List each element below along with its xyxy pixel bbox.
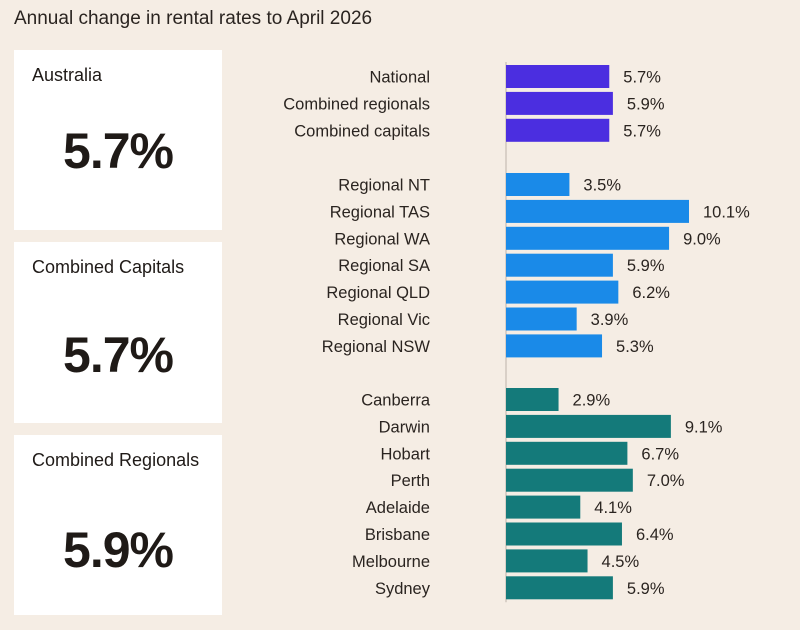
- value-label-adelaide: 4.1%: [594, 499, 632, 517]
- summary-card-australia: Australia 5.7%: [14, 50, 222, 230]
- category-label-regional-vic: Regional Vic: [338, 311, 430, 329]
- category-label-darwin: Darwin: [379, 418, 430, 436]
- value-label-regional-nt: 3.5%: [583, 177, 621, 195]
- card-label: Combined Capitals: [32, 257, 185, 277]
- value-label-melbourne: 4.5%: [602, 553, 640, 571]
- category-label-sydney: Sydney: [375, 580, 431, 598]
- category-label-perth: Perth: [391, 472, 430, 490]
- bar-hobart: [506, 441, 628, 465]
- value-label-hobart: 6.7%: [641, 445, 679, 463]
- card-value: 5.9%: [63, 522, 174, 578]
- category-label-national: National: [369, 69, 430, 87]
- value-label-canberra: 2.9%: [573, 392, 611, 410]
- category-label-combined-regionals: Combined regionals: [283, 95, 430, 113]
- summary-card-combined-regionals: Combined Regionals 5.9%: [14, 435, 222, 615]
- value-label-sydney: 5.9%: [627, 580, 665, 598]
- category-label-combined-capitals: Combined capitals: [294, 122, 430, 140]
- bar-canberra: [506, 388, 559, 411]
- bar-combined-regionals: [506, 91, 613, 115]
- category-label-adelaide: Adelaide: [366, 499, 430, 517]
- category-label-melbourne: Melbourne: [352, 553, 430, 571]
- bar-combined-capitals: [506, 118, 610, 142]
- bar-regional-nsw: [506, 334, 603, 358]
- bar-regional-vic: [506, 307, 577, 331]
- bar-darwin: [506, 414, 671, 438]
- bar-regional-qld: [506, 280, 619, 304]
- value-label-regional-sa: 5.9%: [627, 257, 665, 275]
- value-label-darwin: 9.1%: [685, 418, 723, 436]
- value-label-combined-capitals: 5.7%: [623, 122, 661, 140]
- value-label-regional-wa: 9.0%: [683, 230, 721, 248]
- category-label-brisbane: Brisbane: [365, 526, 430, 544]
- value-label-regional-vic: 3.9%: [591, 311, 629, 329]
- card-value: 5.7%: [63, 123, 174, 179]
- value-label-perth: 7.0%: [647, 472, 685, 490]
- value-label-regional-nsw: 5.3%: [616, 338, 654, 356]
- value-label-combined-regionals: 5.9%: [627, 95, 665, 113]
- value-label-regional-qld: 6.2%: [632, 284, 670, 302]
- bar-perth: [506, 468, 633, 492]
- category-label-regional-nsw: Regional NSW: [322, 338, 431, 356]
- card-value: 5.7%: [63, 327, 174, 383]
- bar-brisbane: [506, 522, 622, 546]
- bar-sydney: [506, 576, 613, 600]
- value-label-brisbane: 6.4%: [636, 526, 674, 544]
- bar-adelaide: [506, 495, 581, 519]
- category-label-regional-tas: Regional TAS: [330, 203, 430, 221]
- summary-card-combined-capitals: Combined Capitals 5.7%: [14, 242, 222, 423]
- category-label-regional-wa: Regional WA: [334, 230, 430, 248]
- bar-regional-nt: [506, 173, 570, 196]
- value-label-regional-tas: 10.1%: [703, 203, 750, 221]
- bar-melbourne: [506, 549, 588, 573]
- category-label-canberra: Canberra: [361, 392, 431, 410]
- category-label-regional-nt: Regional NT: [338, 177, 430, 195]
- card-label: Combined Regionals: [32, 450, 200, 470]
- category-label-regional-qld: Regional QLD: [326, 284, 430, 302]
- chart-title: Annual change in rental rates to April 2…: [14, 8, 373, 29]
- bar-national: [506, 65, 610, 88]
- category-label-regional-sa: Regional SA: [338, 257, 430, 275]
- category-label-hobart: Hobart: [380, 445, 430, 463]
- value-label-national: 5.7%: [623, 69, 661, 87]
- bar-regional-wa: [506, 226, 670, 250]
- bar-regional-tas: [506, 199, 689, 223]
- card-label: Australia: [32, 65, 103, 85]
- bar-regional-sa: [506, 253, 613, 277]
